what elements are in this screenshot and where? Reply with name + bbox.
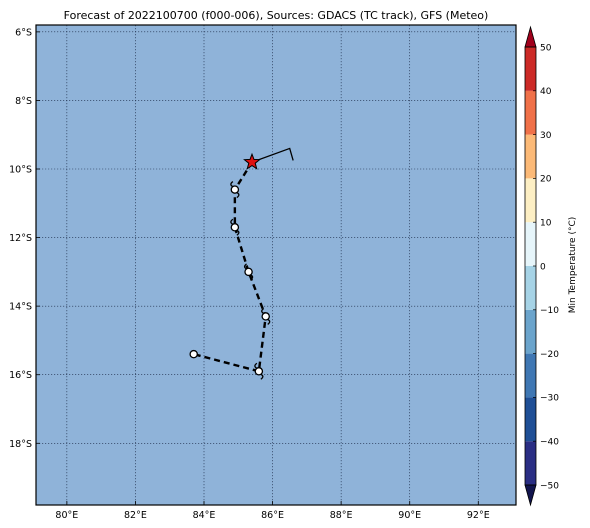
lat-tick-label: 16°S <box>9 370 32 381</box>
colorbar: −50 −40 −30 −20 −10 0 10 20 30 40 50 <box>524 25 559 507</box>
colorbar-segment <box>525 397 536 442</box>
colorbar-segment <box>525 266 536 310</box>
lon-tick-label: 92°E <box>467 510 490 521</box>
cyclone-symbol-icon <box>230 181 240 199</box>
past-track-line <box>251 147 294 163</box>
cyclone-symbol-icon <box>261 307 271 325</box>
colorbar-segment <box>525 134 536 179</box>
current-position-star-icon <box>243 152 261 170</box>
colorbar-tick-label: −20 <box>540 350 559 360</box>
colorbar-tick-label: 20 <box>540 175 552 185</box>
colorbar-under-arrow <box>524 484 537 507</box>
lon-tick-label: 86°E <box>261 510 284 521</box>
colorbar-label: Min Temperature (°C) <box>568 217 578 314</box>
colorbar-segment <box>525 178 536 223</box>
latitude-ticks: 6°S 8°S 10°S 12°S 14°S 16°S 18°S <box>9 27 40 450</box>
map-area: 80°E 82°E 84°E 86°E 88°E 90°E 92°E 6°S 8°S 10°S 1… <box>9 24 517 521</box>
colorbar-tick-label: −10 <box>540 306 559 316</box>
lat-tick-label: 10°S <box>9 165 32 176</box>
colorbar-over-arrow <box>524 25 537 48</box>
colorbar-tick-label: −30 <box>540 394 559 404</box>
colorbar-tick-label: 30 <box>540 131 552 141</box>
colorbar-tick-label: 10 <box>540 219 552 229</box>
lat-tick-label: 6°S <box>15 27 32 38</box>
cyclone-symbol-icon <box>189 349 198 359</box>
colorbar-tick-label: 50 <box>540 43 552 53</box>
lat-tick-label: 12°S <box>9 233 32 244</box>
lon-tick-label: 82°E <box>124 510 147 521</box>
lon-tick-label: 88°E <box>330 510 353 521</box>
colorbar-segment <box>525 309 536 354</box>
cyclone-symbol-icon <box>230 218 240 236</box>
lat-tick-label: 18°S <box>9 439 32 450</box>
colorbar-tick-label: 40 <box>540 87 552 97</box>
lon-tick-label: 80°E <box>55 510 78 521</box>
colorbar-segment <box>525 441 536 485</box>
lat-tick-label: 8°S <box>15 96 32 107</box>
colorbar-segment <box>525 90 536 135</box>
colorbar-tick-label: 0 <box>540 262 546 272</box>
map-frame <box>35 24 517 506</box>
storm-track <box>189 147 294 380</box>
colorbar-segment <box>525 222 536 266</box>
longitude-ticks: 80°E 82°E 84°E 86°E 88°E 90°E 92°E <box>55 501 490 521</box>
cyclone-symbol-icon <box>243 263 254 281</box>
lon-tick-label: 90°E <box>398 510 421 521</box>
colorbar-tick-label: −50 <box>540 481 559 491</box>
cyclone-symbol-icon <box>254 362 264 380</box>
colorbar-segment <box>525 353 536 398</box>
colorbar-tick-label: −40 <box>540 438 559 448</box>
lon-tick-label: 84°E <box>193 510 216 521</box>
map-title: Forecast of 2022100700 (f000-006), Sourc… <box>64 9 489 22</box>
colorbar-segment <box>525 47 536 91</box>
ocean <box>36 25 516 505</box>
lat-tick-label: 14°S <box>9 302 32 313</box>
graticule <box>36 25 516 505</box>
